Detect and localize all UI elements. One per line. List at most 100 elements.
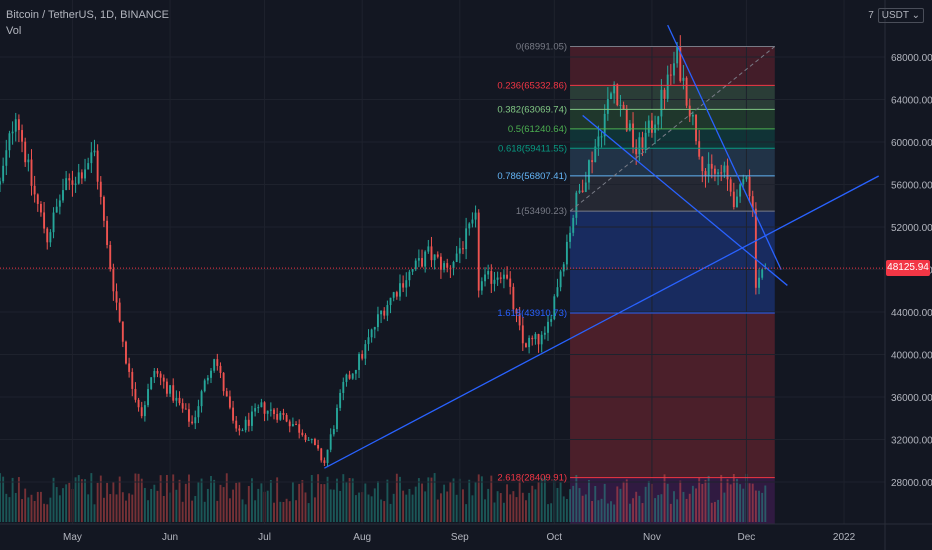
- candle-body: [664, 90, 666, 99]
- volume-bar: [355, 495, 357, 522]
- candle-body: [717, 172, 719, 173]
- candle-body: [157, 371, 159, 374]
- chevron-down-icon: ⌄: [912, 10, 920, 21]
- candle-body: [2, 166, 4, 181]
- candle-body: [248, 420, 250, 426]
- candle-body: [607, 99, 609, 114]
- volume-bar: [635, 492, 637, 522]
- volume-bar: [371, 496, 373, 522]
- candle-body: [78, 172, 80, 183]
- volume-bar: [368, 495, 370, 522]
- volume-bar: [613, 504, 615, 522]
- volume-bar: [197, 483, 199, 522]
- candle-body: [531, 338, 533, 339]
- candle-body: [286, 415, 288, 422]
- volume-bar: [503, 503, 505, 522]
- volume-bar: [242, 499, 244, 522]
- y-tick-label: 44000.00: [891, 308, 932, 319]
- candle-body: [0, 181, 1, 184]
- candle-body: [94, 151, 96, 153]
- candle-body: [12, 132, 14, 134]
- fib-level-label: 1.618(43910.73): [497, 308, 567, 319]
- volume-bar: [471, 495, 473, 522]
- volume-indicator-label[interactable]: Vol: [6, 25, 21, 37]
- candle-body: [141, 407, 143, 416]
- volume-bar: [90, 473, 92, 522]
- volume-bar: [213, 480, 215, 522]
- volume-bar: [53, 478, 55, 522]
- volume-bar: [402, 491, 404, 522]
- volume-bar: [342, 474, 344, 522]
- candle-body: [437, 254, 439, 256]
- volume-bar: [301, 480, 303, 522]
- volume-bar: [453, 478, 455, 522]
- candle-body: [223, 373, 225, 391]
- volume-bar: [528, 493, 530, 522]
- candle-body: [317, 445, 319, 449]
- candle-body: [673, 63, 675, 75]
- volume-bar: [437, 500, 439, 522]
- fib-level-label: 0.618(59411.55): [498, 143, 567, 154]
- fib-level-label: 0.236(65332.86): [497, 80, 567, 91]
- volume-bar: [516, 497, 518, 522]
- volume-bar: [112, 482, 114, 522]
- volume-bar: [31, 495, 33, 522]
- volume-bar: [563, 496, 565, 522]
- y-tick-label: 32000.00: [891, 436, 932, 447]
- x-tick-label: Dec: [738, 532, 756, 543]
- candle-body: [97, 151, 99, 182]
- volume-bar: [569, 489, 571, 522]
- candle-body: [56, 207, 58, 213]
- candle-body: [386, 305, 388, 316]
- volume-bar: [443, 485, 445, 522]
- volume-bar: [106, 483, 108, 522]
- candle-body: [59, 200, 61, 206]
- candle-body: [103, 197, 105, 221]
- candle-body: [462, 248, 464, 249]
- volume-bar: [122, 492, 124, 522]
- volume-bar: [708, 476, 710, 522]
- candle-body: [623, 105, 625, 109]
- volume-bar: [364, 484, 366, 522]
- price-scale-currency[interactable]: 7 USDT ⌄: [868, 8, 924, 23]
- volume-bar: [270, 480, 272, 522]
- candle-body: [216, 359, 218, 366]
- volume-bar: [698, 478, 700, 522]
- volume-bar: [462, 489, 464, 522]
- candle-body: [456, 254, 458, 262]
- candle-body: [720, 172, 722, 173]
- candle-body: [175, 398, 177, 401]
- candle-body: [651, 121, 653, 133]
- candle-body: [487, 271, 489, 274]
- volume-bar: [201, 479, 203, 522]
- candle-body: [49, 232, 51, 242]
- symbol-title[interactable]: Bitcoin / TetherUS, 1D, BINANCE: [6, 9, 169, 21]
- volume-bar: [267, 491, 269, 522]
- candle-body: [226, 391, 228, 396]
- candle-body: [207, 378, 209, 381]
- volume-bar: [393, 494, 395, 522]
- candle-body: [201, 391, 203, 406]
- candle-body: [257, 407, 259, 408]
- volume-bar: [736, 479, 738, 522]
- candle-body: [745, 177, 747, 179]
- candle-body: [339, 393, 341, 408]
- currency-selector[interactable]: USDT ⌄: [878, 8, 924, 23]
- volume-bar: [591, 501, 593, 522]
- volume-bar: [18, 477, 20, 522]
- volume-bar: [408, 489, 410, 522]
- volume-bar: [695, 488, 697, 522]
- volume-bar: [399, 477, 401, 522]
- volume-bar: [175, 490, 177, 522]
- volume-bar: [490, 476, 492, 522]
- candle-body: [37, 194, 39, 204]
- candle-body: [610, 93, 612, 99]
- candle-body: [119, 303, 121, 322]
- fib-level-label: 0.786(56807.41): [497, 171, 567, 182]
- candle-body: [506, 275, 508, 279]
- candle-body: [478, 213, 480, 291]
- candle-body: [541, 335, 543, 345]
